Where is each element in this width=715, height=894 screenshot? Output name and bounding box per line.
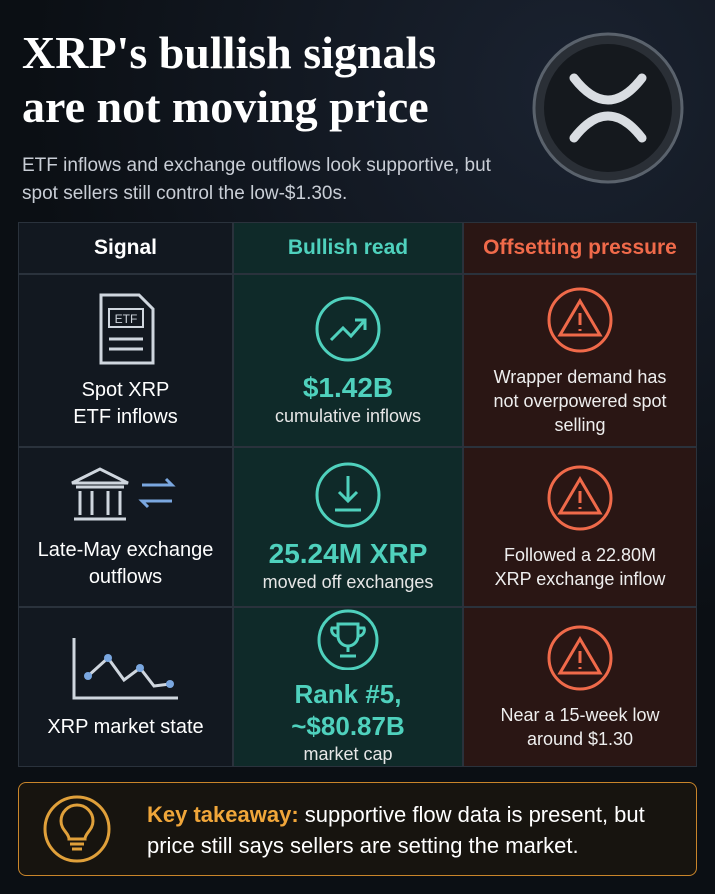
signal-cell: XRP market state [18,607,233,767]
signal-cell: ETF Spot XRP ETF inflows [18,274,233,447]
takeaway-text: Key takeaway: supportive flow data is pr… [147,799,692,861]
header-cell: Bullish read [233,222,463,274]
takeaway-label: Key takeaway: [147,802,299,827]
column-header: Signal [93,236,157,259]
svg-text:ETF: ETF [114,312,137,326]
pressure-text: Wrapper demand has not overpowered spot … [493,366,667,435]
trophy-icon [317,609,379,670]
header-cell: Signal [18,222,233,274]
title: XRP's bullish signals are not moving pri… [22,27,437,132]
bullish-note: cumulative inflows [274,405,422,426]
warning-icon [547,465,613,531]
chart-icon [72,637,178,699]
bullish-note: market cap [303,744,393,764]
pressure-cell: Wrapper demand has not overpowered spot … [463,274,697,447]
pressure-cell: Near a 15-week low around $1.30 [463,607,697,767]
pressure-cell: Followed a 22.80M XRP exchange inflow [463,447,697,607]
signal-label: Spot XRP ETF inflows [73,378,178,428]
pressure-text: Near a 15-week low around $1.30 [500,705,660,749]
signal-label: Late-May exchange outflows [37,539,214,588]
header-cell: Offsetting pressure [463,222,697,274]
pressure-text: Followed a 22.80M XRP exchange inflow [494,545,666,589]
bullish-cell: $1.42B cumulative inflows [233,274,463,447]
warning-icon [547,287,613,352]
bulb-icon [43,795,111,863]
bank-icon [70,467,176,521]
xrp-logo [532,32,684,184]
bullish-value: Rank #5, ~$80.87B [291,679,405,741]
signal-cell: Late-May exchange outflows [18,447,233,607]
bullish-note: moved off exchanges [262,572,434,592]
warning-icon [547,625,613,691]
download-icon [315,462,381,528]
takeaway-box: Key takeaway: supportive flow data is pr… [18,782,697,876]
bullish-value: $1.42B [302,371,394,403]
bullish-cell: Rank #5, ~$80.87B market cap [233,607,463,767]
column-header: Offsetting pressure [483,236,677,259]
column-header: Bullish read [287,236,409,259]
signal-label: XRP market state [47,715,204,738]
etf-icon: ETF [99,293,154,364]
subtitle: ETF inflows and exchange outflows look s… [22,155,491,204]
takeaway-body: supportive flow data is present, but pri… [147,802,645,858]
trend-icon [315,296,381,361]
bullish-cell: 25.24M XRP moved off exchanges [233,447,463,607]
bullish-value: 25.24M XRP [268,538,428,569]
